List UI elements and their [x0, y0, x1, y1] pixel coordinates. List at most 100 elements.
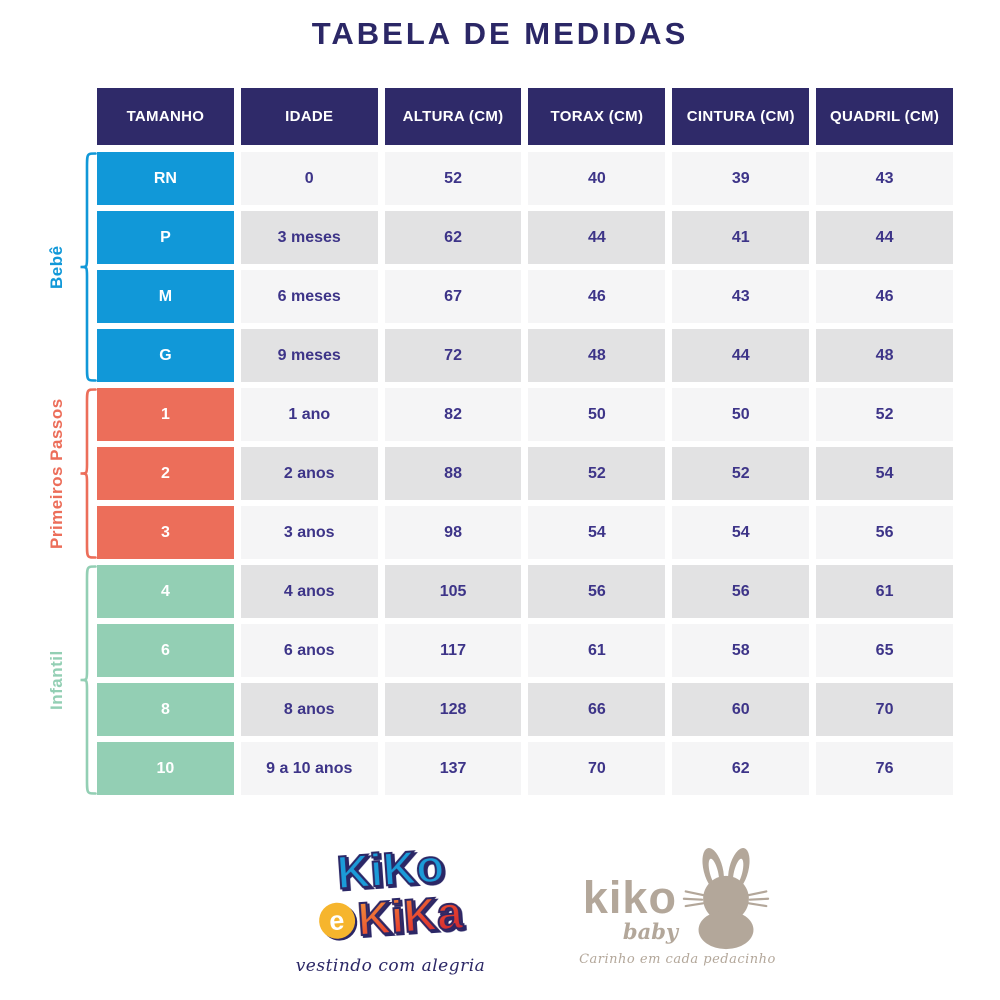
- data-cell: 9 meses: [240, 329, 378, 382]
- group-label: Infantil: [47, 650, 66, 710]
- column-header-cintura: CINTURA (CM): [672, 88, 810, 145]
- data-cell: 60: [672, 683, 810, 736]
- column-header-idade: IDADE: [240, 88, 378, 145]
- data-cell: 67: [384, 270, 522, 323]
- data-cell: 58: [672, 624, 810, 677]
- data-cell: 52: [672, 447, 810, 500]
- kiko-e-kika-logo: KiKo e KiKa vestindo com alegria: [283, 838, 498, 976]
- size-cell: 10: [97, 742, 234, 795]
- data-cell: 39: [672, 152, 810, 205]
- data-cell: 72: [384, 329, 522, 382]
- data-cell: 56: [528, 565, 666, 618]
- data-cell: 70: [528, 742, 666, 795]
- column-header-torax: TORAX (CM): [528, 88, 666, 145]
- data-cell: 52: [528, 447, 666, 500]
- size-cell: G: [97, 329, 234, 382]
- data-cell: 48: [528, 329, 666, 382]
- data-cell: 46: [816, 270, 953, 323]
- table-row: RN 0 52 40 39 43: [97, 152, 953, 205]
- data-cell: 3 meses: [240, 211, 378, 264]
- data-cell: 117: [384, 624, 522, 677]
- kiko-e-kika-word2: KiKa: [355, 885, 465, 946]
- kiko-baby-logo: kiko baby: [575, 842, 780, 967]
- data-cell: 82: [384, 388, 522, 441]
- data-cell: 54: [672, 506, 810, 559]
- data-cell: 54: [816, 447, 953, 500]
- bunny-icon: [682, 848, 770, 950]
- data-cell: 6 meses: [240, 270, 378, 323]
- data-cell: 61: [528, 624, 666, 677]
- data-cell: 66: [528, 683, 666, 736]
- table-row: 10 9 a 10 anos 137 70 62 76: [97, 742, 953, 795]
- data-cell: 105: [384, 565, 522, 618]
- data-cell: 44: [528, 211, 666, 264]
- data-cell: 98: [384, 506, 522, 559]
- data-cell: 65: [816, 624, 953, 677]
- kiko-baby-name: kiko: [582, 871, 677, 923]
- data-cell: 46: [528, 270, 666, 323]
- data-cell: 44: [672, 329, 810, 382]
- data-cell: 43: [672, 270, 810, 323]
- column-header-quadril: QUADRIL (CM): [816, 88, 953, 145]
- data-cell: 48: [816, 329, 953, 382]
- data-cell: 6 anos: [240, 624, 378, 677]
- group-brace: [80, 388, 97, 559]
- size-cell: M: [97, 270, 234, 323]
- data-cell: 0: [240, 152, 378, 205]
- data-cell: 56: [672, 565, 810, 618]
- kiko-baby-sub: baby: [622, 918, 679, 944]
- data-cell: 62: [384, 211, 522, 264]
- data-cell: 62: [672, 742, 810, 795]
- size-cell: 1: [97, 388, 234, 441]
- data-cell: 128: [384, 683, 522, 736]
- size-cell: 6: [97, 624, 234, 677]
- data-cell: 52: [384, 152, 522, 205]
- data-cell: 88: [384, 447, 522, 500]
- data-cell: 76: [816, 742, 953, 795]
- data-cell: 50: [528, 388, 666, 441]
- group-brace: [80, 565, 97, 795]
- data-cell: 41: [672, 211, 810, 264]
- column-header-altura: ALTURA (CM): [384, 88, 522, 145]
- data-cell: 137: [384, 742, 522, 795]
- group-brace: [80, 152, 97, 382]
- data-cell: 2 anos: [240, 447, 378, 500]
- data-cell: 4 anos: [240, 565, 378, 618]
- data-cell: 3 anos: [240, 506, 378, 559]
- data-cell: 8 anos: [240, 683, 378, 736]
- table-header: TAMANHO IDADE ALTURA (CM) TORAX (CM) CIN…: [97, 88, 953, 145]
- size-cell: 2: [97, 447, 234, 500]
- data-cell: 50: [672, 388, 810, 441]
- data-cell: 61: [816, 565, 953, 618]
- kiko-baby-top: kiko baby: [575, 842, 780, 950]
- table-body: RN 0 52 40 39 43 P 3 meses 62 44 41 44 M 6 meses 67 46 4…: [97, 152, 953, 795]
- size-cell: 4: [97, 565, 234, 618]
- kiko-baby-words: kiko baby: [583, 875, 678, 944]
- size-cell: 8: [97, 683, 234, 736]
- data-cell: 56: [816, 506, 953, 559]
- data-cell: 44: [816, 211, 953, 264]
- data-cell: 40: [528, 152, 666, 205]
- kiko-baby-tagline: Carinho em cada pedacinho: [579, 952, 776, 967]
- data-cell: 70: [816, 683, 953, 736]
- column-header-tamanho: TAMANHO: [97, 88, 234, 145]
- size-cell: 3: [97, 506, 234, 559]
- kiko-e-kika-tagline: vestindo com alegria: [295, 956, 486, 976]
- data-cell: 54: [528, 506, 666, 559]
- size-cell: RN: [97, 152, 234, 205]
- size-cell: P: [97, 211, 234, 264]
- page-title: TABELA DE MEDIDAS: [311, 16, 689, 51]
- data-cell: 52: [816, 388, 953, 441]
- data-cell: 1 ano: [240, 388, 378, 441]
- kiko-e-kika-e-badge: e: [317, 901, 356, 940]
